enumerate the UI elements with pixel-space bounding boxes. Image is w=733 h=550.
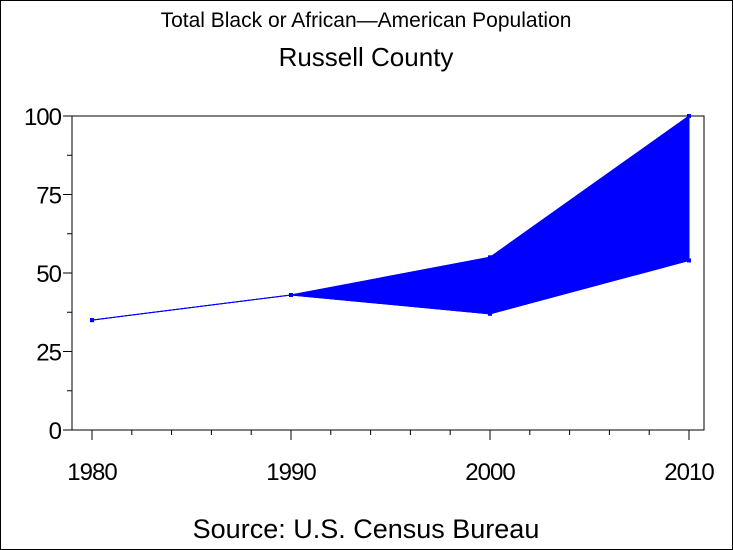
y-tick-label-0: 0 (49, 418, 62, 445)
data-point-2-1980 (90, 318, 94, 323)
x-tick-label-2010: 2010 (664, 459, 714, 486)
data-point-2-2000 (488, 311, 492, 316)
series-layer (90, 114, 691, 323)
data-point-2-1990 (289, 292, 293, 297)
x-tick-label-2000: 2000 (465, 459, 515, 486)
range-band-area (91, 115, 690, 321)
chart-footnote: Source: U.S. Census Bureau (193, 514, 540, 544)
x-axis: 1980 1990 2000 2010 (67, 430, 715, 486)
data-point-1-2000 (488, 255, 492, 260)
y-tick-label-25: 25 (36, 340, 61, 367)
y-tick-label-100: 100 (24, 104, 62, 131)
y-tick-label-50: 50 (36, 261, 61, 288)
x-tick-label-1980: 1980 (67, 459, 117, 486)
data-point-1-2010 (687, 114, 691, 118)
x-tick-label-1990: 1990 (266, 459, 316, 486)
series-line-2 (91, 259, 690, 321)
range-band (91, 115, 690, 321)
chart-title: Total Black or African—American Populati… (161, 9, 572, 32)
chart-subtitle: Russell County (279, 42, 454, 72)
y-axis: 0 25 50 75 100 (24, 104, 72, 445)
data-point-2-2010 (687, 258, 691, 263)
y-tick-label-75: 75 (36, 183, 61, 210)
